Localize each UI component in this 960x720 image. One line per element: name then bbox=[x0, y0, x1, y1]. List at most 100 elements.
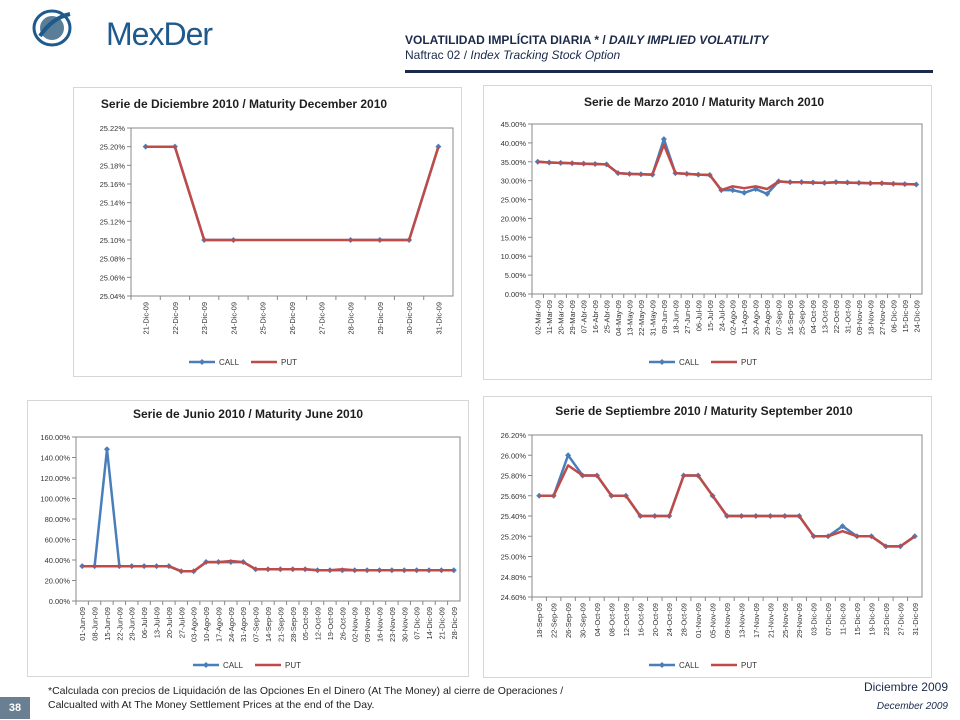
x-tick-label: 12-Oct-09 bbox=[622, 603, 631, 636]
x-tick-label: 01-Nov-09 bbox=[694, 603, 703, 638]
x-tick-label: 02-Mar-09 bbox=[534, 300, 543, 335]
y-tick-label: 25.18% bbox=[100, 161, 126, 170]
x-tick-label: 27-Jul-09 bbox=[177, 607, 186, 638]
x-tick-label: 29-Mar-09 bbox=[568, 300, 577, 335]
x-tick-label: 31-Dic-09 bbox=[434, 302, 443, 335]
x-tick-label: 15-Jul-09 bbox=[706, 300, 715, 331]
x-tick-label: 14-Sep-09 bbox=[264, 607, 273, 642]
x-tick-label: 29-Nov-09 bbox=[795, 603, 804, 638]
x-tick-label: 26-Oct-09 bbox=[338, 607, 347, 640]
x-tick-label: 13-Nov-09 bbox=[737, 603, 746, 638]
x-tick-label: 31-Oct-09 bbox=[843, 300, 852, 333]
chart-title: Serie de Junio 2010 / Maturity June 2010 bbox=[133, 407, 363, 421]
x-tick-label: 20-Oct-09 bbox=[651, 603, 660, 636]
chart-title: Serie de Marzo 2010 / Maturity March 201… bbox=[584, 95, 824, 109]
x-tick-label: 22-Jun-09 bbox=[115, 607, 124, 641]
x-tick-label: 09-Nov-09 bbox=[855, 300, 864, 335]
call-point bbox=[660, 136, 667, 143]
x-tick-label: 18-Sep-09 bbox=[535, 603, 544, 638]
page-subtitle: Naftrac 02 / Index Tracking Stock Option bbox=[405, 48, 620, 62]
chart-december: Serie de Diciembre 2010 / Maturity Decem… bbox=[73, 87, 462, 377]
x-tick-label: 14-Dic-09 bbox=[425, 607, 434, 640]
y-tick-label: 25.60% bbox=[501, 492, 527, 501]
y-tick-label: 25.10% bbox=[100, 236, 126, 245]
call-point bbox=[839, 523, 846, 530]
chart-december-svg: Serie de Diciembre 2010 / Maturity Decem… bbox=[100, 97, 454, 367]
title-es: VOLATILIDAD IMPLÍCITA DIARIA * / bbox=[405, 33, 609, 47]
series-line-call bbox=[537, 137, 917, 196]
x-tick-label: 22-Sep-09 bbox=[550, 603, 559, 638]
y-tick-label: 45.00% bbox=[501, 120, 527, 129]
x-tick-label: 21-Nov-09 bbox=[766, 603, 775, 638]
legend-put-label: PUT bbox=[285, 661, 301, 670]
x-tick-label: 10-Ago-09 bbox=[202, 607, 211, 642]
chart-march: Serie de Marzo 2010 / Maturity March 201… bbox=[483, 85, 932, 380]
y-tick-label: 25.08% bbox=[100, 255, 126, 264]
x-tick-label: 07-Dic-09 bbox=[413, 607, 422, 640]
y-tick-label: 25.80% bbox=[501, 472, 527, 481]
x-tick-label: 22-Dic-09 bbox=[171, 302, 180, 335]
x-tick-label: 03-Ago-09 bbox=[190, 607, 199, 642]
y-tick-label: 0.00% bbox=[505, 290, 527, 299]
call-point bbox=[565, 452, 572, 459]
x-tick-label: 23-Dic-09 bbox=[200, 302, 209, 335]
x-tick-label: 23-Dic-09 bbox=[882, 603, 891, 636]
x-tick-label: 13-Oct-09 bbox=[821, 300, 830, 333]
x-tick-label: 07-Abr-09 bbox=[580, 300, 589, 333]
x-tick-label: 16-Sep-09 bbox=[786, 300, 795, 335]
y-tick-label: 30.00% bbox=[501, 177, 527, 186]
chart-title: Serie de Septiembre 2010 / Maturity Sept… bbox=[555, 404, 853, 418]
legend-call-marker bbox=[659, 359, 665, 365]
y-tick-label: 25.00% bbox=[501, 553, 527, 562]
x-tick-label: 24-Dic-09 bbox=[229, 302, 238, 335]
y-tick-label: 15.00% bbox=[501, 233, 527, 242]
call-point bbox=[741, 189, 748, 196]
date-es: Diciembre 2009 bbox=[863, 680, 948, 694]
y-tick-label: 25.40% bbox=[501, 512, 527, 521]
x-tick-label: 08-Oct-09 bbox=[607, 603, 616, 636]
plot-frame bbox=[531, 123, 923, 295]
x-tick-label: 21-Sep-09 bbox=[276, 607, 285, 642]
call-point bbox=[435, 143, 442, 150]
x-tick-label: 28-Oct-09 bbox=[680, 603, 689, 636]
x-tick-label: 22-May-09 bbox=[637, 300, 646, 336]
x-tick-label: 27-Nov-09 bbox=[878, 300, 887, 335]
y-tick-label: 24.60% bbox=[501, 593, 527, 602]
y-tick-label: 25.12% bbox=[100, 217, 126, 226]
subtitle-en: Index Tracking Stock Option bbox=[470, 48, 621, 62]
chart-june-svg: Serie de Junio 2010 / Maturity June 2010… bbox=[40, 407, 461, 670]
x-tick-label: 11-Dic-09 bbox=[839, 603, 848, 635]
y-tick-label: 60.00% bbox=[45, 536, 71, 545]
y-tick-label: 25.04% bbox=[100, 292, 126, 301]
legend-call-marker bbox=[199, 359, 205, 365]
series-line-put bbox=[145, 145, 440, 242]
x-tick-label: 11-Mar-09 bbox=[545, 300, 554, 334]
header-rule bbox=[405, 70, 933, 73]
page-number: 38 bbox=[0, 697, 30, 719]
y-tick-label: 120.00% bbox=[40, 474, 70, 483]
y-tick-label: 24.80% bbox=[501, 573, 527, 582]
x-tick-label: 15-Dic-09 bbox=[853, 603, 862, 636]
x-tick-label: 19-Oct-09 bbox=[326, 607, 335, 640]
x-tick-label: 13-Jul-09 bbox=[153, 607, 162, 638]
legend-call-label: CALL bbox=[223, 661, 244, 670]
subtitle-es: Naftrac 02 / bbox=[405, 48, 471, 62]
y-tick-label: 140.00% bbox=[40, 454, 70, 463]
chart-june: Serie de Junio 2010 / Maturity June 2010… bbox=[27, 400, 469, 677]
x-tick-label: 28-Sep-09 bbox=[289, 607, 298, 642]
y-tick-label: 26.00% bbox=[501, 451, 527, 460]
x-tick-label: 04-Oct-09 bbox=[809, 300, 818, 333]
x-tick-label: 29-Jun-09 bbox=[128, 607, 137, 641]
legend-call-label: CALL bbox=[219, 358, 240, 367]
x-tick-label: 27-Dic-09 bbox=[317, 302, 326, 335]
y-tick-label: 25.20% bbox=[100, 143, 126, 152]
y-tick-label: 100.00% bbox=[40, 495, 70, 504]
footnote-es: *Calculada con precios de Liquidación de… bbox=[48, 685, 564, 697]
x-tick-label: 02-Nov-09 bbox=[351, 607, 360, 642]
y-tick-label: 160.00% bbox=[40, 433, 70, 442]
x-tick-label: 05-Nov-09 bbox=[709, 603, 718, 638]
x-tick-label: 18-Nov-09 bbox=[866, 300, 875, 335]
x-tick-label: 29-Dic-09 bbox=[376, 302, 385, 335]
x-tick-label: 04-May-09 bbox=[614, 300, 623, 336]
legend-put-label: PUT bbox=[741, 358, 757, 367]
